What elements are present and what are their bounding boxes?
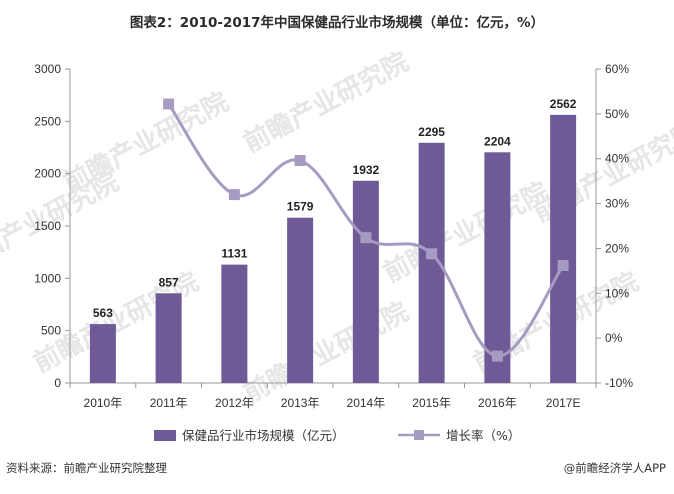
bar	[221, 264, 248, 383]
x-tick-label: 2011年	[150, 396, 188, 410]
right-tick-label: 20%	[605, 241, 629, 255]
bar	[484, 152, 511, 383]
bar-value-label: 2562	[550, 97, 577, 111]
source-note: 资料来源：前瞻产业研究院整理	[6, 461, 167, 475]
growth-point	[163, 98, 175, 110]
legend-bar-swatch	[154, 430, 176, 441]
bar-value-label: 1579	[287, 200, 314, 214]
right-tick-label: 10%	[605, 286, 629, 300]
line-series	[163, 98, 569, 362]
growth-point	[491, 350, 503, 362]
left-tick-label: 0	[54, 376, 61, 390]
bar-value-label: 857	[159, 275, 179, 289]
growth-point	[294, 155, 306, 167]
bar-value-label: 1932	[353, 163, 380, 177]
bar-value-label: 2204	[484, 134, 511, 148]
watermark: 前瞻产业研究院	[238, 296, 413, 409]
bar	[352, 180, 379, 383]
x-tick-label: 2017E	[546, 396, 581, 410]
bar-series	[89, 114, 577, 384]
bar	[155, 293, 182, 383]
bar	[287, 217, 314, 383]
legend-bar-label: 保健品行业市场规模（亿元）	[182, 428, 345, 443]
brand-credit: @前瞻经济学人APP	[564, 461, 666, 475]
watermark: 前瞻产业研究院	[0, 166, 124, 279]
x-tick-label: 2012年	[215, 396, 254, 410]
left-tick-label: 500	[41, 324, 61, 338]
left-tick-label: 3000	[34, 62, 61, 76]
svg-text:前瞻产业研究院: 前瞻产业研究院	[238, 46, 413, 159]
right-tick-label: 60%	[605, 62, 629, 76]
growth-point	[557, 259, 569, 271]
x-tick-label: 2015年	[412, 396, 451, 410]
growth-point	[360, 232, 372, 244]
svg-text:前瞻产业研究院: 前瞻产业研究院	[238, 296, 413, 409]
svg-text:前瞻产业研究院: 前瞻产业研究院	[0, 166, 124, 279]
legend-line-label: 增长率（%）	[446, 428, 520, 443]
watermark: 前瞻产业研究院	[238, 46, 413, 159]
legend: 保健品行业市场规模（亿元） 增长率（%）	[154, 428, 520, 443]
growth-point	[426, 248, 438, 260]
right-tick-label: 0%	[605, 331, 623, 345]
x-tick-label: 2014年	[347, 396, 386, 410]
bar-value-label: 563	[93, 306, 113, 320]
left-tick-label: 2500	[34, 114, 61, 128]
data-labels: 563 857 1131 1579 1932 2295 2204 2562	[93, 97, 577, 320]
right-tick-label: 50%	[605, 107, 629, 121]
growth-point	[228, 189, 240, 201]
x-tick-label: 2013年	[281, 396, 320, 410]
left-tick-label: 1500	[34, 219, 61, 233]
x-tick-label: 2016年	[478, 396, 517, 410]
bar	[550, 114, 577, 384]
right-tick-label: -10%	[605, 376, 633, 390]
chart-title: 图表2：2010-2017年中国保健品行业市场规模（单位：亿元，%）	[130, 14, 544, 31]
right-tick-label: 30%	[605, 197, 629, 211]
svg-text:前瞻产业研究院: 前瞻产业研究院	[378, 176, 553, 289]
bar-value-label: 2295	[418, 125, 445, 139]
legend-line-marker	[414, 430, 424, 440]
watermark: 前瞻产业研究院	[378, 176, 553, 289]
bar	[89, 324, 116, 383]
left-tick-label: 1000	[34, 271, 61, 285]
left-tick-label: 2000	[34, 167, 61, 181]
bar-value-label: 1131	[221, 247, 247, 261]
right-tick-label: 40%	[605, 152, 629, 166]
x-tick-label: 2010年	[84, 396, 123, 410]
